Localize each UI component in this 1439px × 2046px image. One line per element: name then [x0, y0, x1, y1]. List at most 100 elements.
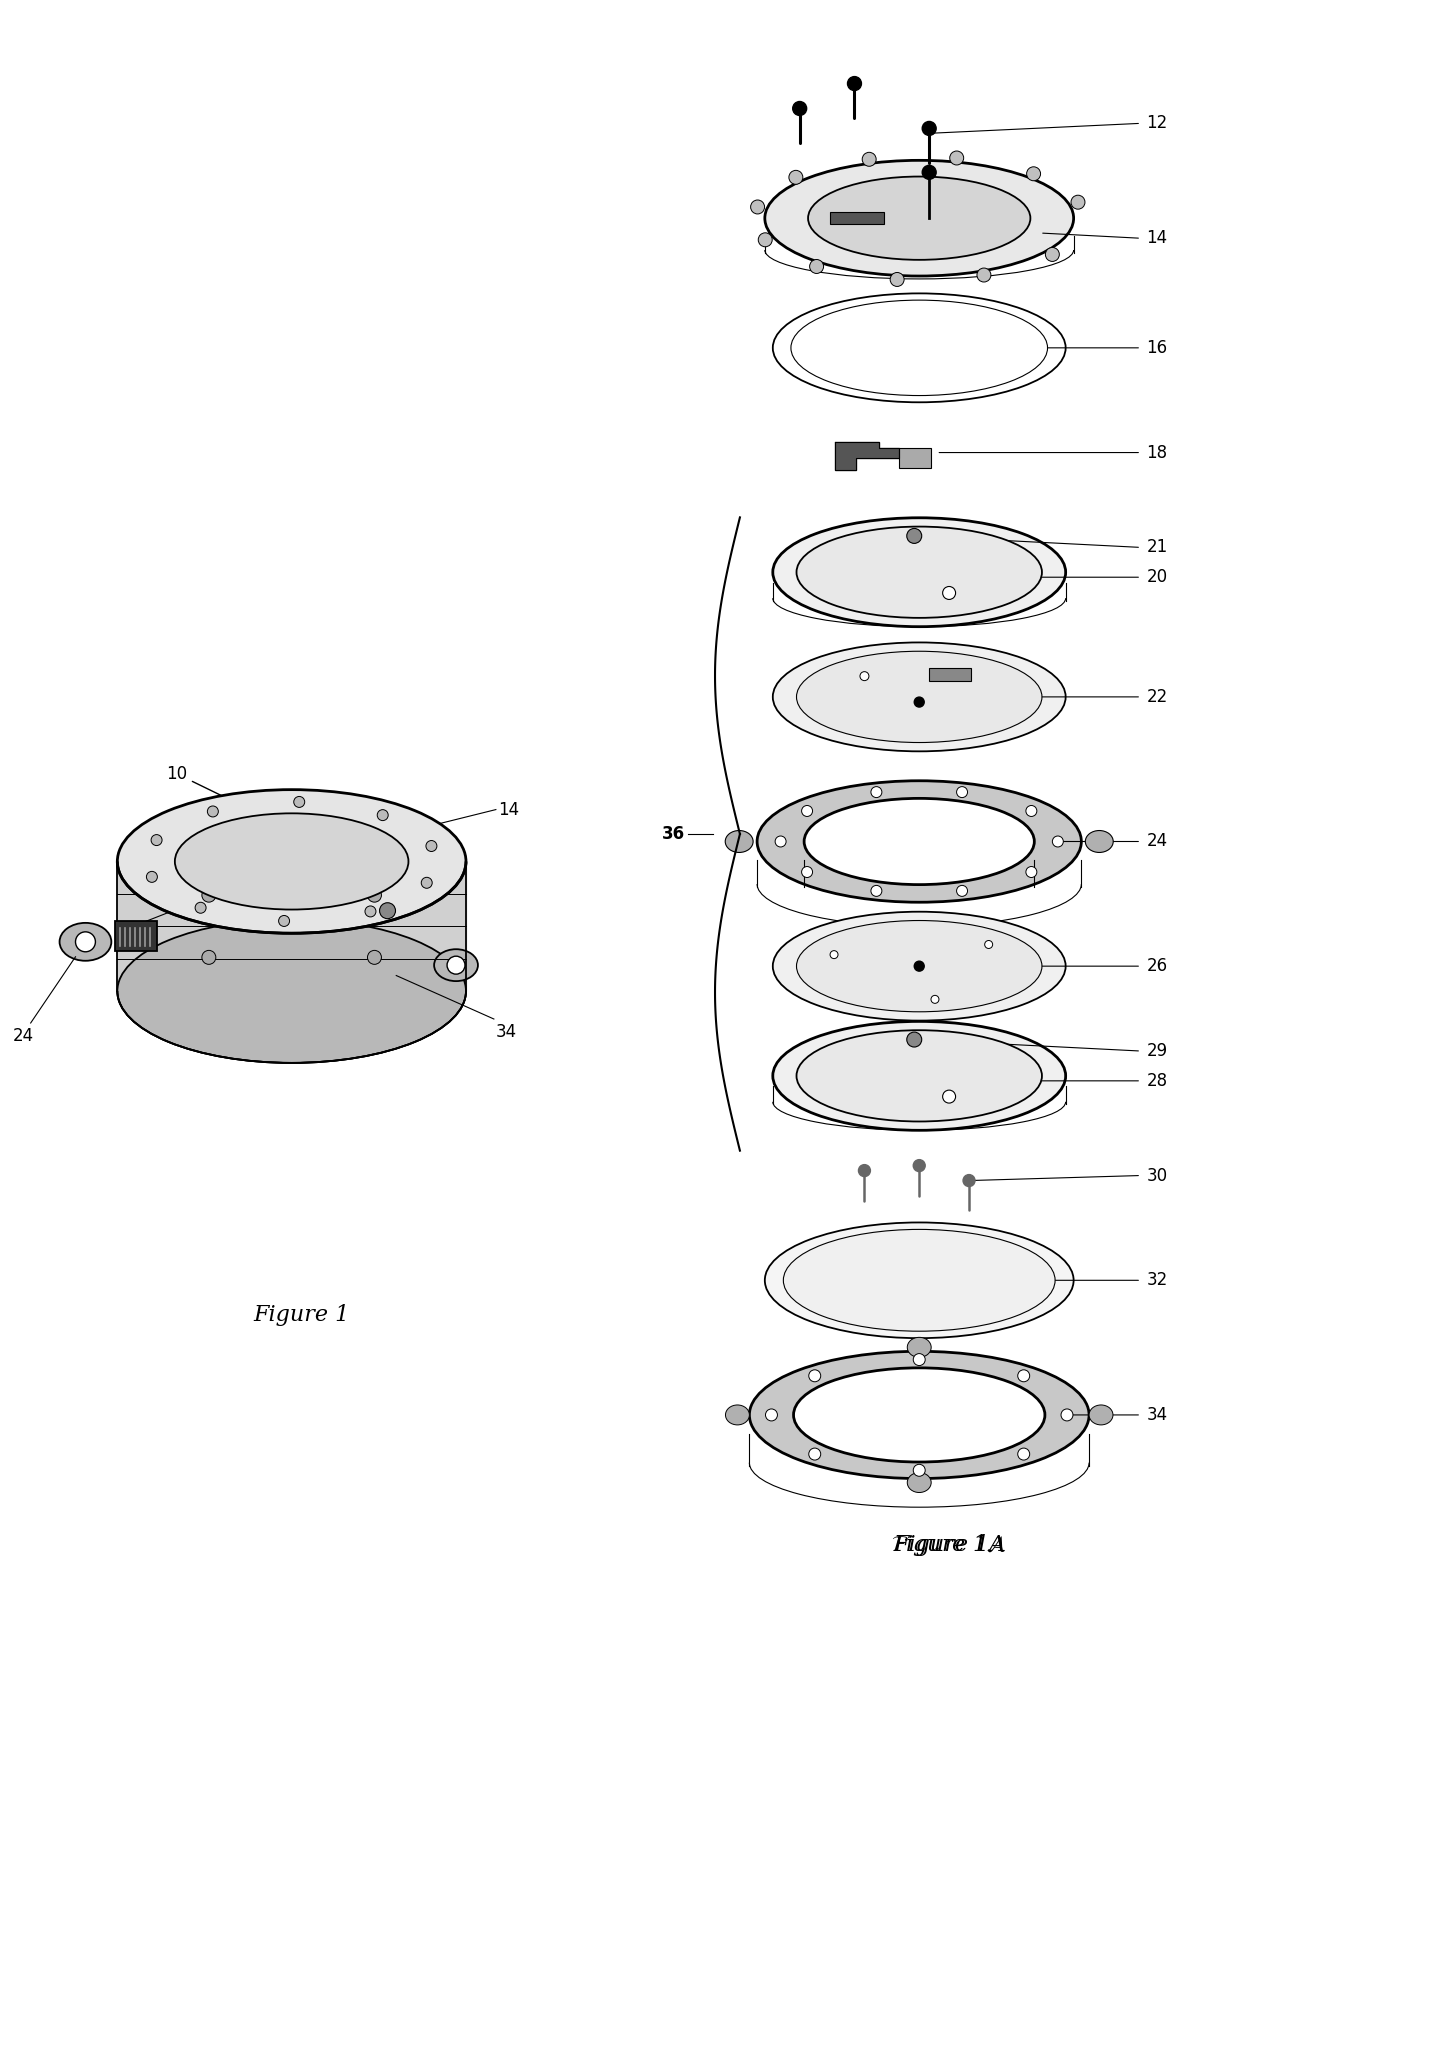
Circle shape [75, 931, 95, 951]
Ellipse shape [797, 921, 1042, 1013]
Circle shape [810, 260, 823, 274]
Circle shape [963, 1174, 976, 1187]
Ellipse shape [59, 923, 111, 962]
Ellipse shape [791, 301, 1048, 395]
Circle shape [950, 151, 964, 166]
Circle shape [907, 528, 922, 544]
Ellipse shape [907, 1473, 931, 1492]
Circle shape [367, 951, 381, 964]
Ellipse shape [764, 160, 1073, 276]
Circle shape [809, 1371, 820, 1381]
Circle shape [1071, 194, 1085, 209]
Polygon shape [835, 442, 899, 469]
Circle shape [1026, 868, 1038, 878]
Circle shape [1045, 248, 1059, 262]
Bar [115, 921, 157, 951]
Ellipse shape [773, 1021, 1066, 1129]
Text: 21: 21 [1147, 538, 1167, 557]
Text: 36: 36 [662, 825, 685, 843]
Ellipse shape [757, 782, 1081, 902]
Text: 32: 32 [1147, 1271, 1167, 1289]
Text: 10: 10 [165, 765, 308, 837]
Circle shape [422, 878, 432, 888]
Circle shape [776, 837, 786, 847]
Polygon shape [118, 861, 466, 990]
Circle shape [922, 121, 937, 135]
Ellipse shape [773, 913, 1066, 1021]
Circle shape [377, 810, 389, 820]
Text: 20: 20 [1147, 569, 1167, 587]
Bar [899, 448, 931, 469]
Circle shape [859, 1164, 871, 1176]
Ellipse shape [783, 1230, 1055, 1332]
Text: 30: 30 [1147, 1166, 1167, 1185]
Text: 16: 16 [1147, 340, 1167, 356]
Ellipse shape [725, 1406, 750, 1424]
Circle shape [907, 1031, 922, 1048]
Text: 12: 12 [249, 863, 271, 880]
Circle shape [1061, 1410, 1073, 1420]
Circle shape [366, 906, 376, 917]
Circle shape [871, 886, 882, 896]
Text: 34: 34 [496, 1023, 517, 1041]
Text: 28: 28 [1147, 1072, 1167, 1091]
Circle shape [196, 902, 206, 913]
Ellipse shape [809, 176, 1030, 260]
Circle shape [977, 268, 991, 282]
Ellipse shape [725, 831, 753, 853]
Text: 24: 24 [13, 1027, 35, 1046]
Circle shape [758, 233, 773, 248]
Circle shape [147, 872, 157, 882]
Text: 22: 22 [1147, 687, 1167, 706]
Circle shape [380, 902, 396, 919]
Text: 24: 24 [1147, 833, 1167, 851]
Circle shape [1017, 1371, 1030, 1381]
Circle shape [793, 102, 807, 115]
Bar [930, 669, 971, 681]
Text: 34: 34 [1147, 1406, 1167, 1424]
Circle shape [279, 915, 289, 927]
Circle shape [830, 951, 837, 960]
Circle shape [809, 1449, 820, 1461]
Ellipse shape [793, 1369, 1045, 1463]
Circle shape [789, 170, 803, 184]
Text: Figure 1A: Figure 1A [894, 1534, 1006, 1555]
Text: 12: 12 [1147, 115, 1167, 133]
Bar [829, 213, 885, 225]
Circle shape [766, 1410, 777, 1420]
Circle shape [914, 1465, 925, 1477]
Circle shape [1026, 806, 1038, 816]
Circle shape [802, 806, 813, 816]
Circle shape [862, 151, 876, 166]
Circle shape [914, 962, 924, 972]
Text: $\mathcal{F}$igure 1$\mathcal{A}$: $\mathcal{F}$igure 1$\mathcal{A}$ [891, 1532, 1007, 1557]
Text: 26: 26 [1147, 958, 1167, 976]
Ellipse shape [773, 293, 1066, 403]
Circle shape [207, 806, 219, 816]
Ellipse shape [907, 1338, 931, 1356]
Ellipse shape [764, 1221, 1073, 1338]
Circle shape [914, 1354, 925, 1365]
Circle shape [861, 671, 869, 681]
Circle shape [151, 835, 163, 845]
Circle shape [957, 786, 967, 798]
Circle shape [1017, 1449, 1030, 1461]
Circle shape [367, 888, 381, 902]
Circle shape [957, 886, 967, 896]
Ellipse shape [797, 1031, 1042, 1121]
Text: 29: 29 [1147, 1041, 1167, 1060]
Circle shape [943, 587, 955, 599]
Circle shape [201, 951, 216, 964]
Ellipse shape [773, 518, 1066, 626]
Circle shape [931, 994, 940, 1003]
Circle shape [1026, 168, 1040, 180]
Ellipse shape [797, 651, 1042, 743]
Text: Figure 1: Figure 1 [253, 1303, 350, 1326]
Text: 14: 14 [1147, 229, 1167, 248]
Circle shape [891, 272, 904, 286]
Circle shape [984, 941, 993, 949]
Ellipse shape [1089, 1406, 1112, 1424]
Circle shape [871, 786, 882, 798]
Ellipse shape [750, 1350, 1089, 1479]
Circle shape [1052, 837, 1063, 847]
